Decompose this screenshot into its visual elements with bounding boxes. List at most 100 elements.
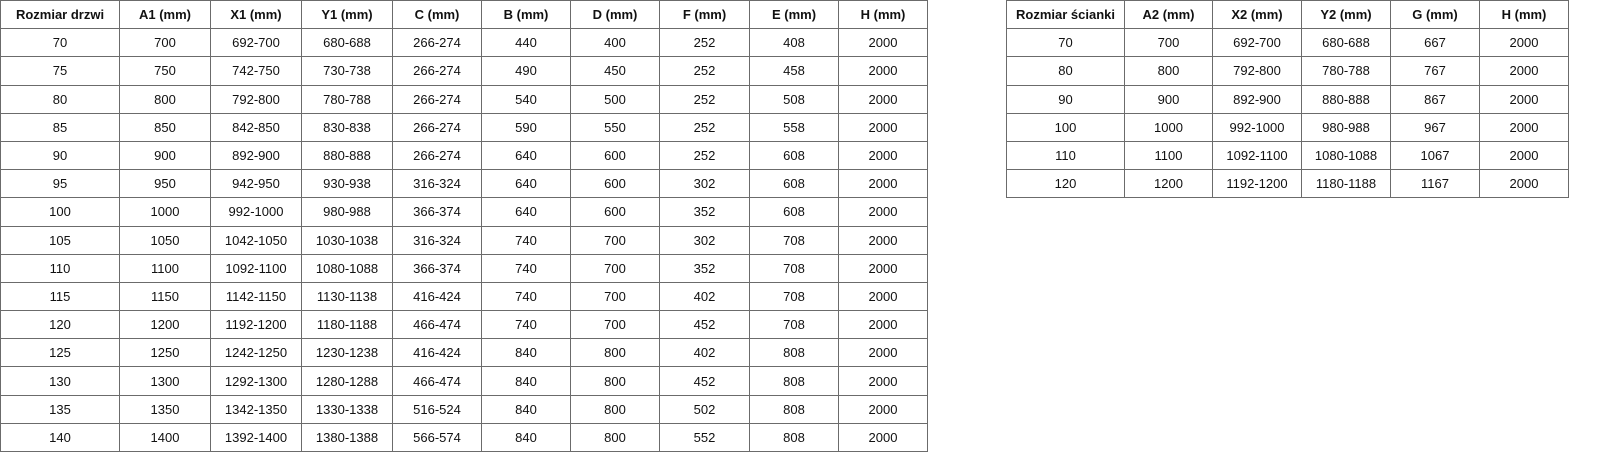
table-cell: 252 — [659, 140, 750, 171]
table-cell: 708 — [749, 225, 839, 255]
table-cell: 980-988 — [301, 197, 393, 227]
table-cell: 792-800 — [210, 84, 302, 114]
table-cell: 967 — [1390, 112, 1480, 142]
column-header: Rozmiar drzwi — [0, 0, 120, 30]
column-header: D (mm) — [570, 0, 660, 30]
table-cell: 1092-1100 — [1212, 140, 1302, 171]
table-cell: 2000 — [838, 310, 928, 340]
table-cell: 2000 — [838, 140, 928, 171]
table-row: 125 1250 1242-1250 1230-1238 416-424 840 800 40… — [0, 338, 928, 368]
table-cell: 730-738 — [301, 56, 393, 86]
table-cell: 366-374 — [392, 253, 482, 283]
table-cell: 566-574 — [392, 422, 482, 453]
table-cell: 2000 — [1479, 84, 1569, 114]
table-cell: 266-274 — [392, 140, 482, 171]
table-row: 70 700 692-700 680-688 667 2000 — [1006, 28, 1569, 58]
table-cell: 400 — [570, 28, 660, 58]
table-cell: 1380-1388 — [301, 422, 393, 453]
table-cell: 608 — [749, 140, 839, 171]
column-header: A2 (mm) — [1124, 0, 1213, 30]
table-cell: 1200 — [119, 310, 211, 340]
wall-sizes-table: Rozmiar ścianki A2 (mm) X2 (mm) Y2 (mm) G (m… — [1006, 0, 1569, 199]
table-row: 105 1050 1042-1050 1030-1038 316-324 740 700 30… — [0, 225, 928, 255]
table-cell: 840 — [481, 394, 571, 424]
column-header: H (mm) — [838, 0, 928, 30]
table-cell: 708 — [749, 310, 839, 340]
table-cell: 692-700 — [210, 28, 302, 58]
table-cell: 1200 — [1124, 169, 1213, 199]
table-cell: 2000 — [838, 281, 928, 312]
table-cell: 792-800 — [1212, 56, 1302, 86]
table-cell: 1000 — [1124, 112, 1213, 142]
table-cell: 252 — [659, 112, 750, 142]
table-cell: 780-788 — [301, 84, 393, 114]
table-cell: 740 — [481, 225, 571, 255]
table-cell: 680-688 — [301, 28, 393, 58]
table-row: 100 1000 992-1000 980-988 366-374 640 600 352 60… — [0, 197, 928, 227]
table-cell: 552 — [659, 422, 750, 453]
table-row: 70 700 692-700 680-688 266-274 440 400 252 408 20… — [0, 28, 928, 58]
table-cell: 508 — [749, 84, 839, 114]
table-cell: 840 — [481, 422, 571, 453]
table-cell: 80 — [1006, 56, 1125, 86]
table-cell: 867 — [1390, 84, 1480, 114]
table-cell: 1192-1200 — [1212, 169, 1302, 199]
table-cell: 1242-1250 — [210, 338, 302, 368]
table-cell: 316-324 — [392, 169, 482, 199]
table-cell: 892-900 — [1212, 84, 1302, 114]
table-cell: 850 — [119, 112, 211, 142]
table-cell: 1030-1038 — [301, 225, 393, 255]
table-cell: 1100 — [1124, 140, 1213, 171]
table-cell: 842-850 — [210, 112, 302, 142]
table-cell: 800 — [570, 366, 660, 396]
table-cell: 70 — [1006, 28, 1125, 58]
table-cell: 640 — [481, 169, 571, 199]
table-cell: 252 — [659, 28, 750, 58]
column-header: E (mm) — [749, 0, 839, 30]
table-cell: 110 — [1006, 140, 1125, 171]
table-cell: 452 — [659, 310, 750, 340]
table-cell: 1000 — [119, 197, 211, 227]
table-cell: 590 — [481, 112, 571, 142]
table-cell: 840 — [481, 338, 571, 368]
table-cell: 2000 — [838, 394, 928, 424]
table-cell: 440 — [481, 28, 571, 58]
table-row: 100 1000 992-1000 980-988 967 2000 — [1006, 112, 1569, 142]
table-cell: 780-788 — [1301, 56, 1391, 86]
table-cell: 316-324 — [392, 225, 482, 255]
table-cell: 1230-1238 — [301, 338, 393, 368]
table-cell: 1180-1188 — [1301, 169, 1391, 199]
table-cell: 130 — [0, 366, 120, 396]
table-row: 90 900 892-900 880-888 867 2000 — [1006, 84, 1569, 114]
column-header: F (mm) — [659, 0, 750, 30]
table-cell: 980-988 — [1301, 112, 1391, 142]
table-cell: 402 — [659, 281, 750, 312]
table-cell: 302 — [659, 225, 750, 255]
table-cell: 2000 — [1479, 56, 1569, 86]
table-cell: 808 — [749, 338, 839, 368]
table-cell: 767 — [1390, 56, 1480, 86]
table-row: 75 750 742-750 730-738 266-274 490 450 252 458 20… — [0, 56, 928, 86]
table-cell: 402 — [659, 338, 750, 368]
table-cell: 1180-1188 — [301, 310, 393, 340]
table-cell: 110 — [0, 253, 120, 283]
table-cell: 266-274 — [392, 112, 482, 142]
table-cell: 502 — [659, 394, 750, 424]
table-cell: 700 — [570, 253, 660, 283]
table-cell: 252 — [659, 84, 750, 114]
table-cell: 1350 — [119, 394, 211, 424]
table-cell: 266-274 — [392, 56, 482, 86]
table-cell: 2000 — [1479, 28, 1569, 58]
table-row: 110 1100 1092-1100 1080-1088 1067 2000 — [1006, 140, 1569, 171]
column-header: Y2 (mm) — [1301, 0, 1391, 30]
table-cell: 880-888 — [1301, 84, 1391, 114]
table-cell: 808 — [749, 422, 839, 453]
table-cell: 1280-1288 — [301, 366, 393, 396]
table-cell: 840 — [481, 366, 571, 396]
table-cell: 2000 — [838, 422, 928, 453]
table-cell: 800 — [570, 394, 660, 424]
table-cell: 667 — [1390, 28, 1480, 58]
column-header: B (mm) — [481, 0, 571, 30]
table-cell: 500 — [570, 84, 660, 114]
table-cell: 1167 — [1390, 169, 1480, 199]
